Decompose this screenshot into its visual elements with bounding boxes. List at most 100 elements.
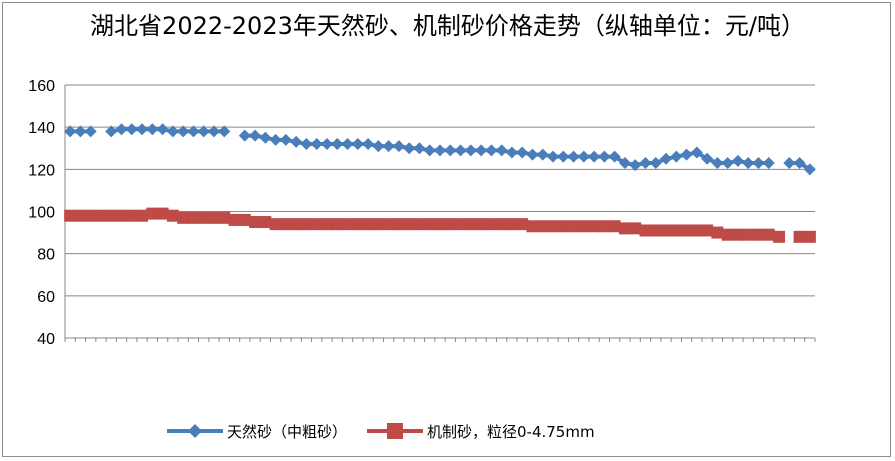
- data-point-diamond: [290, 135, 303, 148]
- data-point-square: [413, 218, 426, 231]
- y-tick-label: 100: [28, 205, 55, 222]
- data-point-square: [731, 228, 744, 241]
- data-point-diamond: [731, 154, 744, 167]
- data-point-diamond: [649, 157, 662, 170]
- data-point-square: [310, 218, 323, 231]
- data-point-diamond: [351, 138, 364, 151]
- data-point-diamond: [372, 140, 385, 153]
- data-point-diamond: [331, 138, 344, 151]
- data-point-diamond: [567, 150, 580, 163]
- data-point-diamond: [105, 125, 118, 138]
- data-point-square: [495, 218, 508, 231]
- data-point-diamond: [660, 152, 673, 165]
- data-point-diamond: [125, 123, 138, 136]
- data-point-square: [505, 218, 518, 231]
- data-point-diamond: [197, 125, 210, 138]
- data-point-square: [320, 218, 333, 231]
- data-point-square: [403, 218, 416, 231]
- data-point-diamond: [382, 140, 395, 153]
- data-point-square: [84, 209, 97, 222]
- data-point-diamond: [690, 146, 703, 159]
- data-point-diamond: [505, 146, 518, 159]
- data-point-square: [434, 218, 446, 231]
- data-point-square: [803, 230, 816, 243]
- data-point-square: [618, 222, 631, 235]
- data-point-square: [711, 226, 724, 239]
- data-point-square: [577, 220, 590, 233]
- data-point-square: [742, 228, 755, 241]
- data-point-diamond: [156, 123, 169, 136]
- data-point-diamond: [310, 138, 323, 151]
- data-point-square: [690, 224, 703, 237]
- data-point-square: [197, 211, 210, 224]
- data-point-diamond: [207, 125, 220, 138]
- data-point-diamond: [639, 157, 652, 170]
- data-point-diamond: [177, 125, 190, 138]
- data-point-square: [228, 213, 241, 226]
- legend-label-2: 机制砂，粒径0-4.75mm: [427, 423, 595, 441]
- data-point-diamond: [485, 144, 498, 157]
- data-point-square: [238, 213, 251, 226]
- data-point-diamond: [454, 144, 467, 157]
- data-point-diamond: [783, 157, 796, 170]
- data-point-square: [680, 224, 693, 237]
- data-point-square: [516, 218, 529, 231]
- data-point-square: [670, 224, 683, 237]
- data-point-square: [115, 209, 128, 222]
- data-point-square: [701, 224, 714, 237]
- data-point-diamond: [721, 157, 734, 170]
- data-point-square: [793, 230, 806, 243]
- data-point-square: [64, 209, 77, 222]
- data-point-square: [464, 218, 477, 231]
- data-point-square: [382, 218, 395, 231]
- data-point-square: [94, 209, 107, 222]
- data-point-square: [639, 224, 652, 237]
- data-point-square: [177, 211, 190, 224]
- y-tick-label: 80: [37, 247, 55, 264]
- data-point-diamond: [218, 125, 231, 138]
- data-point-square: [649, 224, 662, 237]
- data-point-diamond: [618, 157, 631, 170]
- data-point-square: [166, 209, 179, 222]
- data-point-diamond: [279, 133, 292, 146]
- data-point-square: [588, 220, 601, 233]
- data-point-square: [351, 218, 364, 231]
- data-point-square: [721, 228, 734, 241]
- data-point-square: [249, 216, 262, 229]
- data-point-square: [74, 209, 87, 222]
- data-point-square: [629, 222, 642, 235]
- data-point-diamond: [115, 123, 128, 136]
- data-point-diamond: [588, 150, 601, 163]
- data-point-diamond: [74, 125, 87, 138]
- data-point-diamond: [608, 150, 621, 163]
- data-point-square: [105, 209, 118, 222]
- data-point-diamond: [557, 150, 570, 163]
- data-point-square: [279, 218, 292, 231]
- data-point-diamond: [64, 125, 77, 138]
- data-point-diamond: [629, 159, 642, 172]
- data-point-square: [269, 218, 282, 231]
- legend-marker-square: [387, 423, 403, 439]
- data-point-square: [752, 228, 765, 241]
- data-point-square: [485, 218, 498, 231]
- data-point-square: [187, 211, 200, 224]
- data-point-square: [136, 209, 149, 222]
- data-point-diamond: [475, 144, 488, 157]
- data-point-square: [423, 218, 436, 231]
- data-point-diamond: [495, 144, 508, 157]
- data-point-square: [762, 228, 775, 241]
- data-point-diamond: [680, 148, 693, 161]
- data-point-diamond: [166, 125, 179, 138]
- data-point-diamond: [711, 157, 724, 170]
- y-tick-label: 160: [28, 78, 55, 95]
- data-point-diamond: [84, 125, 97, 138]
- data-point-square: [259, 216, 272, 229]
- data-point-diamond: [413, 142, 426, 155]
- data-point-diamond: [269, 133, 282, 146]
- data-point-square: [598, 220, 611, 233]
- data-point-diamond: [403, 142, 416, 155]
- data-point-diamond: [259, 131, 272, 144]
- data-point-diamond: [434, 144, 446, 157]
- data-point-diamond: [762, 157, 775, 170]
